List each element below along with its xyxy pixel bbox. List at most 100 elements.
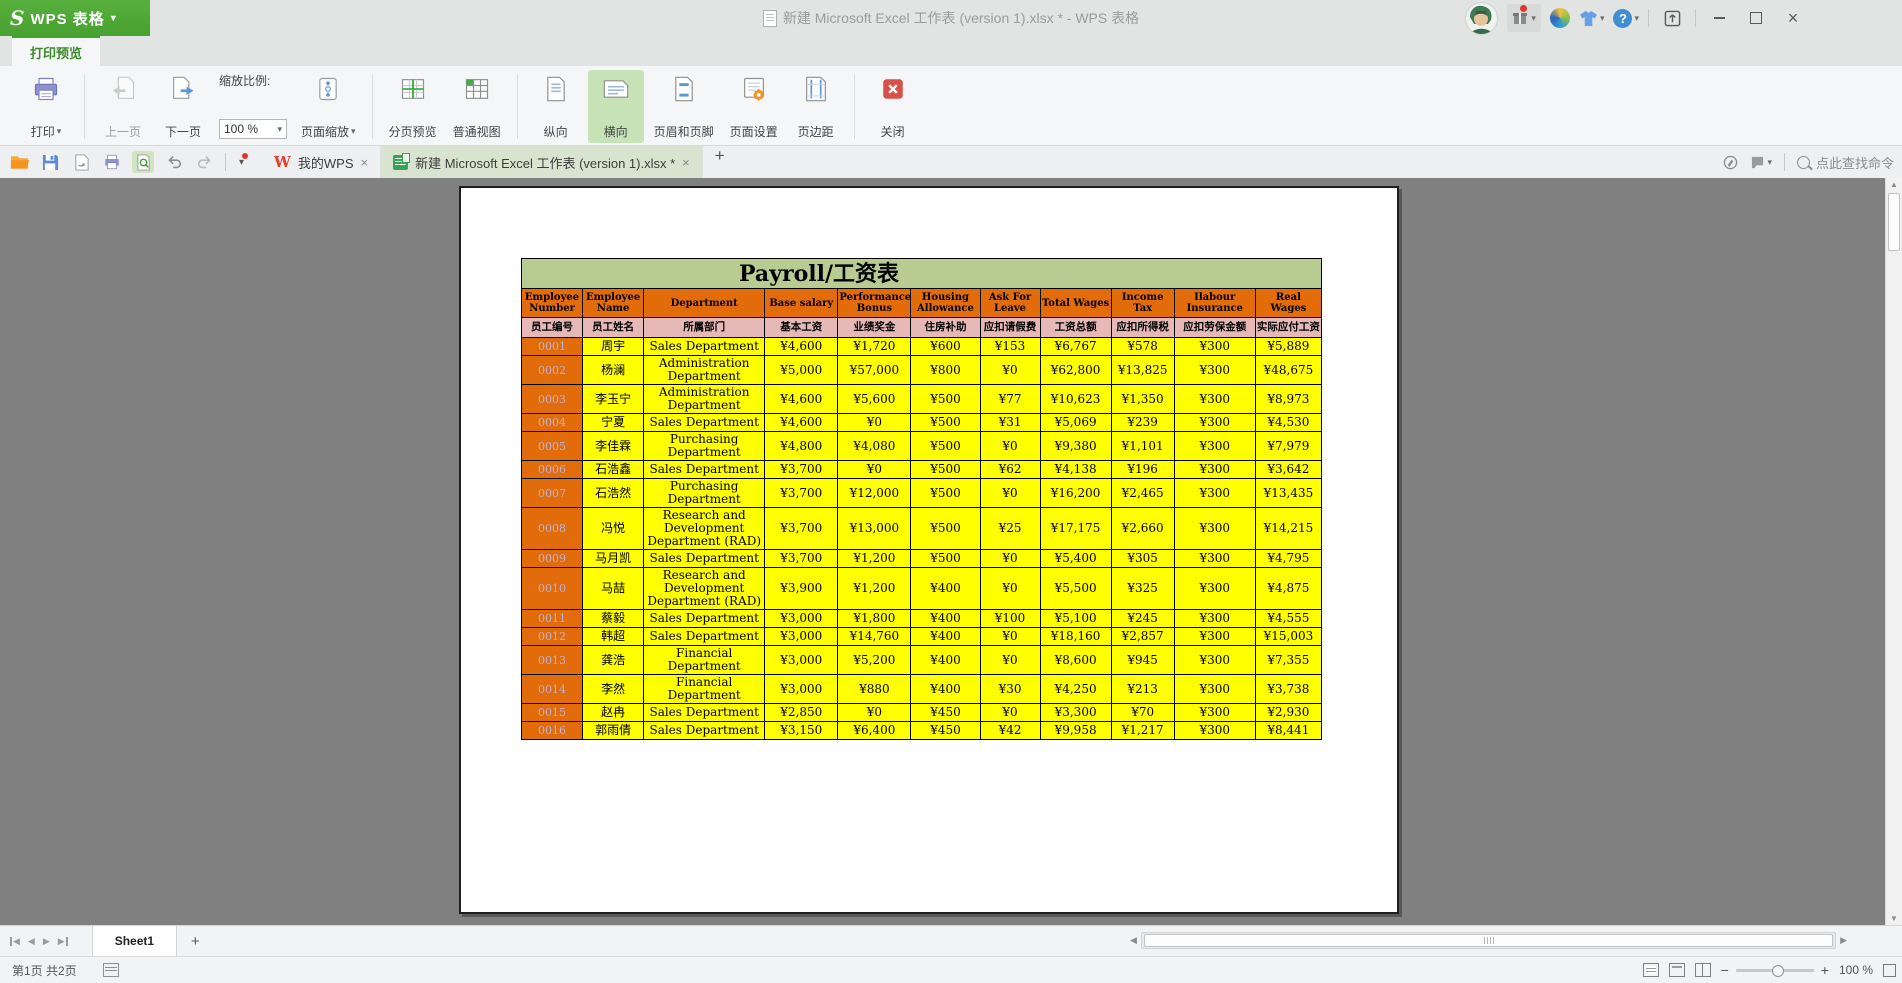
zoom-slider-knob[interactable] [1771,964,1784,977]
tab-print-preview[interactable]: 打印预览 [12,36,101,66]
prev-page-button[interactable]: 上一页 [95,70,151,143]
vertical-scrollbar[interactable]: ▲ ▼ [1885,178,1902,925]
next-page-icon [169,74,197,104]
divider [1648,9,1649,27]
employee-id-cell: 0001 [520,337,584,356]
value-cell: ¥12,000 [837,478,912,508]
value-cell: 韩超 [582,627,645,646]
table-row: 0004 宁夏 Sales Department ¥4,600 ¥0 ¥500 ¥31 ¥5,… [520,413,1323,432]
normal-view-button[interactable]: 普通视图 [447,70,507,143]
value-cell: ¥300 [1173,567,1256,610]
value-cell: ¥300 [1173,645,1256,675]
value-cell: ¥1,200 [837,549,912,568]
value-cell: ¥0 [837,413,912,432]
first-sheet-button[interactable]: ◀ [10,936,20,947]
page-setup-button[interactable]: 页面设置 [724,70,784,143]
employee-id-cell: 0005 [520,431,584,461]
table-row: 0008 冯悦 Research and Development Departmen… [520,507,1323,550]
close-tab-icon[interactable]: × [360,154,369,170]
payroll-sheet: Payroll/工资表 Employee Number Employee Name… [520,258,1323,740]
value-cell: ¥5,500 [1039,567,1112,610]
value-cell: ¥3,642 [1254,460,1323,479]
close-tab-icon[interactable]: × [682,154,690,170]
save-icon [42,154,58,170]
close-window-button[interactable]: × [1779,6,1807,30]
prev-sheet-button[interactable]: ◀ [27,935,35,946]
tab-my-wps[interactable]: W 我的WPS × [262,146,382,178]
print-preview-button[interactable] [132,151,154,173]
avatar[interactable] [1465,1,1499,35]
open-file-button[interactable] [8,151,30,173]
scroll-right-icon[interactable]: ▶ [1840,935,1847,945]
margins-button[interactable]: 页边距 [788,70,844,143]
table-row: 0009 马月凯 Sales Department ¥3,700 ¥1,200 ¥500 ¥… [520,549,1323,568]
portrait-button[interactable]: 纵向 [528,70,584,143]
customize-toolbar-button[interactable]: ▾ [235,152,249,168]
value-cell: ¥4,250 [1039,674,1112,704]
value-cell: ¥5,069 [1039,413,1112,432]
landscape-button[interactable]: 横向 [587,70,644,143]
vertical-scroll-thumb[interactable] [1888,193,1900,251]
new-tab-button[interactable]: + [714,146,725,165]
next-sheet-button[interactable]: ▶ [42,935,50,946]
value-cell: ¥0 [979,645,1041,675]
maximize-button[interactable] [1742,6,1770,30]
help-button[interactable]: ? ▾ [1613,8,1639,28]
find-command-box[interactable]: 点此查找命令 [1796,153,1894,172]
value-cell: 马喆 [582,567,645,610]
wps-network-icon[interactable] [1549,8,1570,28]
next-page-button[interactable]: 下一页 [155,70,211,143]
print-button[interactable]: 打印 ▾ [18,70,74,143]
zoom-slider-track[interactable] [1735,964,1814,977]
close-preview-button[interactable]: 关闭 [865,70,921,143]
scroll-up-icon[interactable]: ▲ [1890,180,1898,189]
page-break-toggle-icon[interactable] [1694,963,1711,977]
value-cell: ¥3,300 [1039,703,1112,722]
value-cell: ¥25 [979,507,1041,550]
header-en-cell: Ilabour Insurance [1173,288,1256,318]
scroll-down-icon[interactable]: ▼ [1890,914,1898,923]
zoom-out-button[interactable]: − [1720,962,1729,978]
undo-button[interactable] [163,151,185,173]
redo-button[interactable] [194,151,216,173]
export-pdf-button[interactable] [70,151,92,173]
page-break-preview-button[interactable]: 分页预览 [383,70,443,143]
page-zoom-button[interactable]: 页面缩放 ▾ [295,70,362,143]
feedback-button[interactable]: ▾ [1750,156,1772,169]
header-en-cell: Total Wages [1039,288,1112,318]
minimize-button[interactable] [1705,6,1733,30]
quick-print-button[interactable] [101,151,123,173]
pen-icon[interactable] [1723,155,1738,170]
sheet-tab-sheet1[interactable]: Sheet1 [91,926,178,956]
printer-icon [105,154,119,170]
zoom-scale-select[interactable]: 100 % ▾ [219,119,287,139]
scroll-left-icon[interactable]: ◀ [1130,935,1137,945]
horizontal-scrollbar[interactable]: ◀ ▶ [1130,932,1847,949]
horizontal-scroll-thumb[interactable] [1143,934,1834,947]
close-preview-icon [880,74,906,104]
normal-view-toggle-icon[interactable] [1642,963,1659,977]
value-cell: ¥13,000 [837,507,912,550]
zoom-percent[interactable]: 100 % [1838,963,1873,977]
horizontal-scroll-track[interactable] [1140,932,1837,949]
zoom-in-button[interactable]: + [1820,962,1829,978]
header-footer-icon [670,74,698,104]
value-cell: ¥305 [1110,549,1175,568]
table-row: 0007 石浩然 Purchasing Department ¥3,700 ¥12,00… [520,478,1323,508]
value-cell: 周宇 [582,337,645,356]
fit-screen-icon[interactable] [1883,963,1896,977]
page-layout-toggle-icon[interactable] [1668,963,1685,977]
header-footer-button[interactable]: 页眉和页脚 [648,70,720,143]
last-sheet-button[interactable]: ▶ [58,936,68,947]
wps-logo-menu[interactable]: S WPS 表格 ▾ [0,0,150,36]
value-cell: ¥1,101 [1110,431,1175,461]
value-cell: ¥15,003 [1254,627,1323,646]
vertical-scroll-track[interactable] [1886,189,1902,914]
add-sheet-button[interactable]: + [191,932,200,950]
skin-button[interactable]: ▾ [1579,10,1604,27]
value-cell: ¥500 [910,431,981,461]
share-button[interactable] [1658,6,1686,30]
tab-current-document[interactable]: 新建 Microsoft Excel 工作表 (version 1).xlsx … [381,146,703,178]
save-button[interactable] [39,151,61,173]
member-center-button[interactable]: ▾ [1507,4,1541,32]
